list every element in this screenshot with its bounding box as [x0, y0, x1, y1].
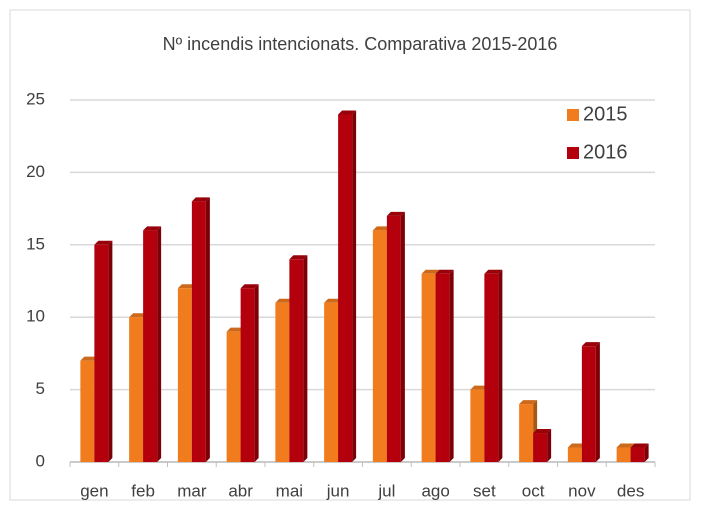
bar-top [533, 429, 552, 434]
bar-side [108, 240, 113, 462]
bar [275, 302, 290, 462]
x-tick-label: ago [421, 481, 449, 500]
bar-top [80, 356, 99, 361]
x-tick-label: nov [568, 481, 596, 500]
bar-top [372, 226, 391, 231]
bar [533, 433, 548, 462]
x-tick-label: abr [228, 481, 253, 500]
bar [226, 331, 241, 462]
bar [143, 230, 158, 462]
legend-label: 2015 [583, 103, 628, 125]
bar [240, 288, 255, 462]
x-tick-label: feb [131, 481, 155, 500]
bar-top [519, 400, 538, 405]
y-tick-label: 20 [26, 162, 45, 181]
legend-swatch [567, 109, 579, 121]
y-tick-label: 5 [36, 379, 45, 398]
x-tick-label: jul [377, 481, 395, 500]
bar-top [581, 342, 600, 347]
legend-label: 2016 [583, 141, 628, 163]
bar-top [289, 255, 308, 260]
y-tick-label: 15 [26, 234, 45, 253]
bar [470, 389, 485, 462]
y-tick-label: 0 [36, 451, 45, 470]
x-tick-label: mai [276, 481, 303, 500]
bar [177, 288, 192, 462]
bar-top [386, 211, 405, 216]
bar-top [470, 385, 489, 390]
x-tick-label: oct [522, 481, 545, 500]
bar-side [449, 269, 454, 462]
bar [484, 273, 499, 462]
bar-top [240, 284, 259, 289]
bar [372, 230, 387, 462]
bar-top [567, 443, 586, 448]
bar-top [143, 226, 162, 231]
bar [435, 273, 450, 462]
bar [324, 302, 339, 462]
x-tick-label: gen [80, 481, 108, 500]
bar-side [644, 443, 649, 462]
bar [630, 447, 645, 462]
bar-top [191, 197, 210, 202]
bar [129, 317, 144, 462]
bar [191, 201, 206, 463]
bar [94, 244, 109, 462]
bar [616, 447, 631, 462]
bar-top [616, 443, 635, 448]
bar [421, 273, 436, 462]
bar-top [324, 298, 343, 303]
bar-top [484, 269, 503, 274]
x-tick-label: mar [177, 481, 207, 500]
chart-title: Nº incendis intencionats. Comparativa 20… [163, 34, 558, 54]
bar-side [303, 255, 308, 462]
x-tick-label: des [617, 481, 644, 500]
bar-side [205, 197, 210, 463]
bar [519, 404, 534, 462]
bar-top [226, 327, 245, 332]
bar-top [421, 269, 440, 274]
bar [289, 259, 304, 462]
bar [80, 360, 95, 462]
bar-side [595, 342, 600, 462]
bar-top [630, 443, 649, 448]
legend-swatch [567, 147, 579, 159]
bar-top [177, 284, 196, 289]
bar-side [400, 211, 405, 462]
bar-top [94, 240, 113, 245]
bar-top [129, 313, 148, 318]
bar [338, 114, 353, 462]
bar [386, 215, 401, 462]
bar-side [254, 284, 259, 462]
bar-top [338, 110, 357, 115]
x-tick-label: set [473, 481, 496, 500]
y-tick-label: 10 [26, 307, 45, 326]
bar-top [275, 298, 294, 303]
bar-side [547, 429, 552, 462]
bar [567, 447, 582, 462]
x-tick-label: jun [326, 481, 350, 500]
y-tick-label: 25 [26, 89, 45, 108]
bar-top [435, 269, 454, 274]
bar-side [157, 226, 162, 462]
bar-side [498, 269, 503, 462]
bar [581, 346, 596, 462]
bar-side [352, 110, 357, 462]
